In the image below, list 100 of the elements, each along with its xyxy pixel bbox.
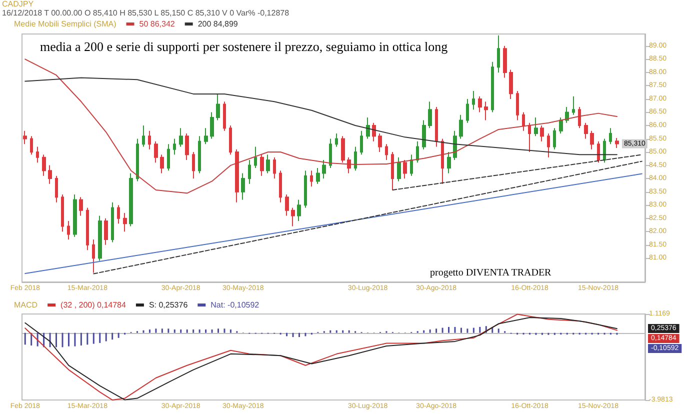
candlestick [615,137,619,149]
candlestick [223,101,226,132]
candlestick [478,96,482,113]
candlestick [385,144,388,160]
candlestick [528,122,531,153]
candlestick [23,130,27,145]
candlestick [459,114,463,140]
candlestick [472,90,475,110]
legend-label: Nat: -0,10592 [210,300,260,310]
candlestick [590,130,594,150]
candlestick [354,146,357,172]
candlestick [192,152,195,180]
candlestick [609,128,612,145]
candlestick [185,132,189,160]
candlestick [360,130,363,156]
candlestick [534,117,538,137]
candlestick [516,90,519,121]
candlestick [129,172,133,227]
candlestick [304,170,307,208]
legend-label: 200 84,899 [198,20,238,28]
candlestick [154,140,158,164]
candlestick [522,112,525,132]
legend-title: MACD [14,300,38,310]
candlestick [540,125,544,142]
candlestick [503,45,507,78]
candlestick [36,146,39,164]
candlestick [378,132,382,153]
candlestick [447,152,451,174]
candlestick [397,156,401,182]
candlestick [136,138,139,182]
candlestick [216,93,220,121]
candlestick [266,154,270,174]
candlestick [335,132,338,148]
candlestick [572,96,575,116]
candlestick [160,154,164,174]
candlestick [547,132,550,158]
candlestick [229,125,232,156]
candlestick [111,202,114,243]
candlestick [179,128,183,148]
legend-title: Medie Mobili Semplici (SMA) [14,20,117,28]
candlestick [497,34,500,73]
candlestick [466,98,469,124]
candlestick [30,136,33,156]
candlestick [422,120,426,150]
legend-label: S: 0,25376 [148,300,188,310]
candlestick [167,144,170,172]
candlestick [347,156,351,174]
candlestick [92,239,95,274]
candlestick [603,138,606,164]
candlestick [98,215,102,262]
candlestick [291,207,295,227]
annotation: progetto DIVENTA TRADER [430,268,552,278]
candlestick [435,106,438,148]
candlestick [578,106,581,129]
candlestick [204,128,208,145]
candlestick [310,170,313,188]
candlestick [484,101,488,121]
candlestick [248,159,251,184]
candlestick [48,164,52,184]
chart-title: CADJPY [2,0,34,8]
candlestick [142,125,145,148]
candlestick [210,112,214,140]
candlestick [329,138,332,168]
candlestick [67,220,70,240]
candlestick [86,207,89,251]
candlestick [173,138,176,156]
candlestick [148,130,151,150]
candlestick [410,154,413,176]
legend-label: (32 , 200) 0,14784 [60,300,126,310]
candlestick [584,122,588,140]
candlestick [322,159,326,180]
line-series [24,58,618,194]
candlestick [553,128,556,150]
candlestick [254,146,257,168]
annotation: media a 200 e serie di supporti per sostenere il prezzo, seguiamo in ottica long [40,39,448,54]
candlestick [117,204,120,224]
candlestick [391,152,394,190]
chart-subtitle: 16/12/2018 T 00.00.00 O 85,410 H 85,530 L 85,150 C 85,310 V 0 Var% -0,12878 [2,8,290,18]
candlestick [260,154,264,176]
line-series [24,77,618,156]
candlestick [341,136,345,164]
candlestick [441,138,444,184]
candlestick [79,196,83,216]
candlestick [491,61,494,113]
candlestick [273,156,276,180]
candlestick [61,194,64,232]
candlestick [453,130,457,160]
candlestick [198,136,201,174]
candlestick [285,194,289,216]
legend-label: 50 86,342 [139,20,176,28]
candlestick [316,167,320,184]
candlestick [297,199,301,222]
candlestick [104,218,108,246]
candlestick [403,159,407,180]
candlestick [241,172,245,200]
candlestick [73,194,77,238]
candlestick [279,170,282,203]
candlestick [559,117,563,134]
candlestick [42,154,46,176]
candlestick [55,175,58,203]
